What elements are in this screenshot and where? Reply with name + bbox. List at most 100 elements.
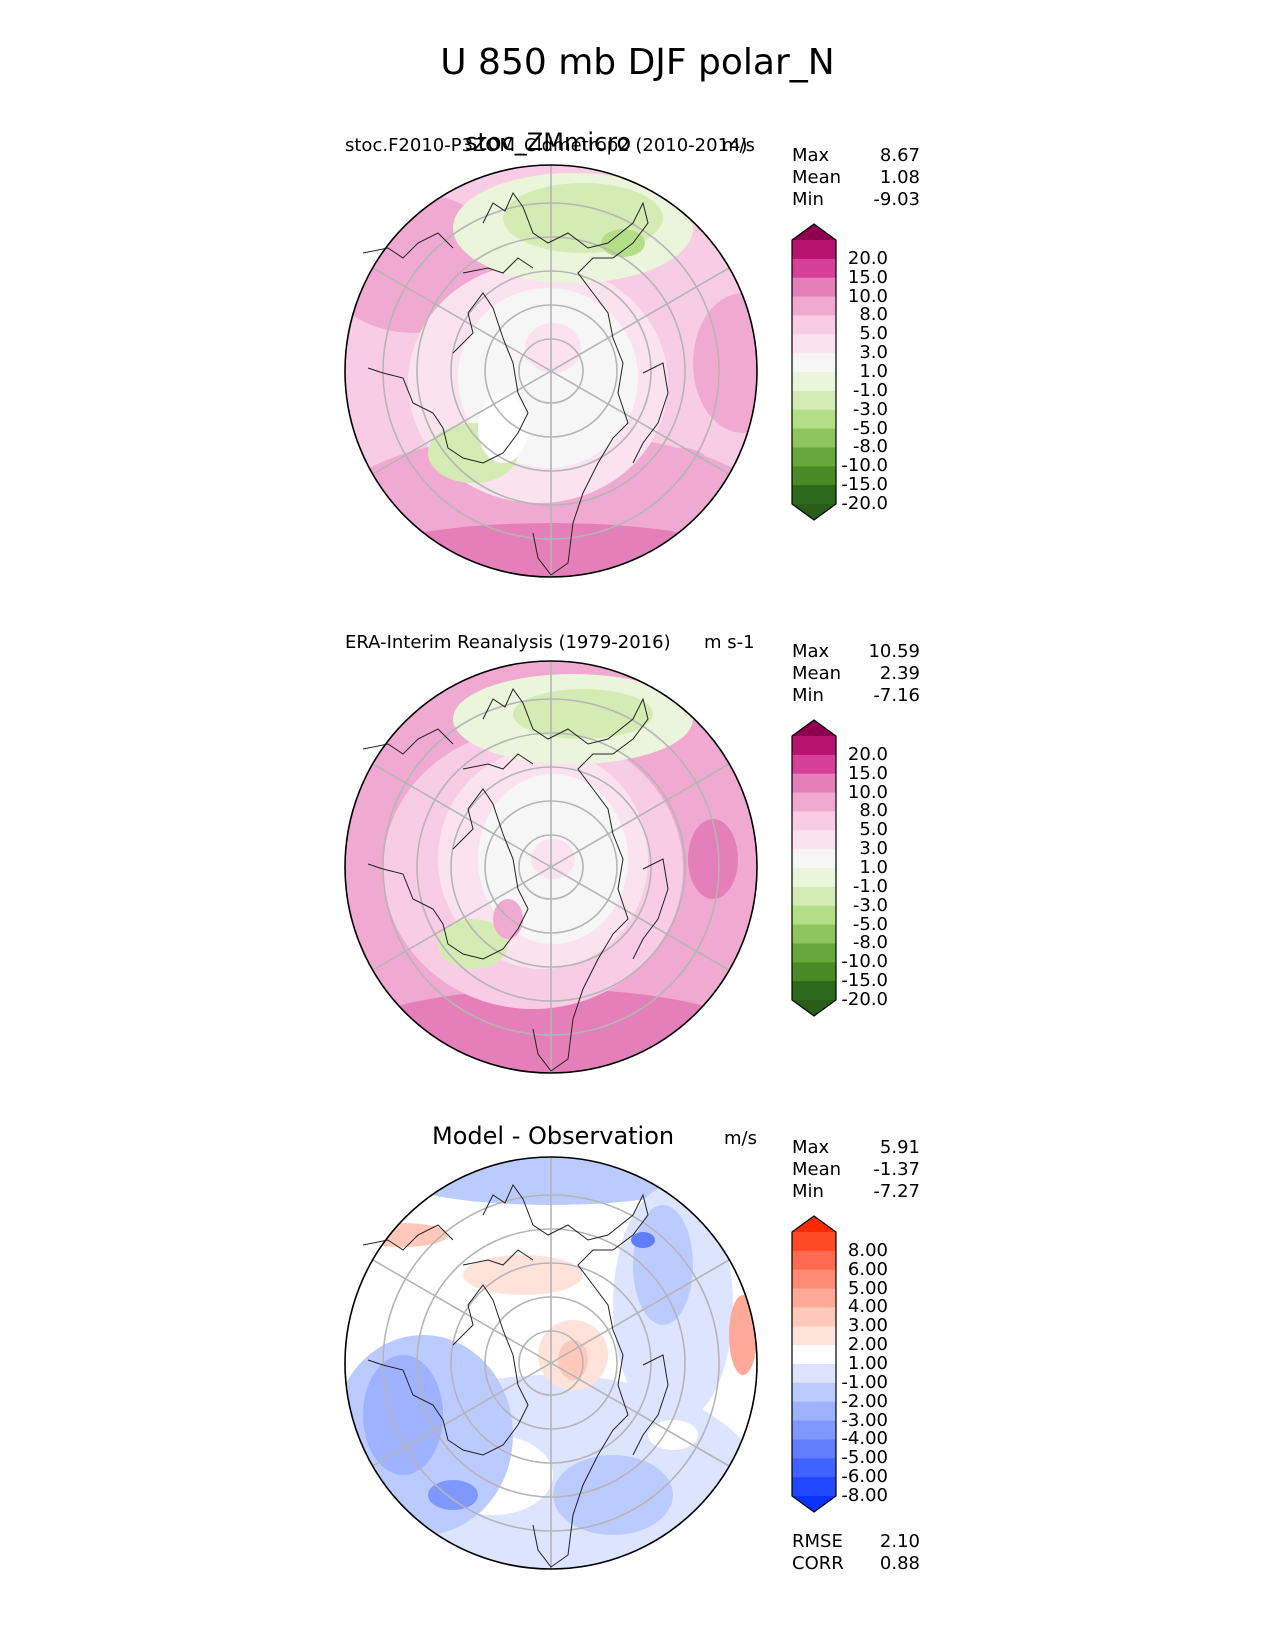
stat-value: 2.39 [879,663,920,684]
panel-2-stat-max: Max 10.59 [792,641,920,663]
panel-3-polar-map [344,1156,758,1570]
panel-1-stat-mean: Mean 1.08 [792,167,920,189]
panel-1-polar-map [344,164,758,578]
colorbar-tick-label: -6.00 [841,1466,888,1488]
colorbar-tick-label: 20.0 [847,247,888,269]
colorbar-tick-label: 4.00 [847,1296,888,1318]
stat-label: Mean [792,1159,842,1180]
colorbar-tick-label: 6.00 [847,1258,888,1280]
colorbar-tick-label: 15.0 [847,762,888,784]
colorbar-extend-bottom [792,1496,836,1512]
colorbar-tick-label: -5.0 [852,913,888,935]
colorbar-swatches [792,1216,836,1512]
colorbar-tick-label: -20.0 [841,493,888,514]
panel-1-colorbar [791,223,837,521]
colorbar-tick-label: -2.00 [841,1390,888,1412]
colorbar-tick-label: 3.0 [859,342,888,364]
panel-3-stat-rmse: RMSE 2.10 [792,1531,920,1553]
stat-value: -9.03 [873,189,920,210]
colorbar-swatch [792,792,836,812]
stat-value: -7.27 [873,1181,920,1202]
panel-2-stat-min: Min -7.16 [792,685,920,707]
stat-label: Min [792,1181,824,1202]
colorbar-tick-label: -8.0 [852,436,888,458]
colorbar-swatch [792,1401,836,1422]
colorbar-swatch [792,886,836,907]
colorbar-swatch [792,1288,836,1308]
panel-1-stat-max: Max 8.67 [792,145,920,167]
colorbar-swatch [792,315,836,335]
colorbar-tick-label: 8.0 [859,304,888,326]
graticule [372,165,730,577]
panel-3-stat-corr: CORR 0.88 [792,1553,920,1575]
colorbar-swatch [792,1458,836,1478]
colorbar-swatch [792,830,836,850]
panel-1-subtitle: stoc.F2010-P3ZOM_Cldmetrop2 (2010-2014) [345,135,748,156]
colorbar-swatch [792,773,836,794]
colorbar-extend-top [792,1216,836,1232]
colorbar-tick-label: -3.0 [852,398,888,420]
panel-2-polar-map [344,660,758,1074]
colorbar-swatches [792,720,836,1016]
colorbar-swatch [792,981,836,1001]
colorbar-swatch [792,1439,836,1459]
figure-title: U 850 mb DJF polar_N [440,42,835,83]
colorbar-swatch [792,1232,836,1252]
colorbar-tick-label: 15.0 [847,266,888,288]
colorbar-swatch [792,1250,836,1271]
colorbar-tick-label: 1.0 [859,857,888,878]
stat-value: 2.10 [879,1531,920,1552]
stat-label: Mean [792,663,842,684]
stat-label: RMSE [792,1531,843,1552]
colorbar-swatch [792,1420,836,1440]
panel-3-stat-min: Min -7.27 [792,1181,920,1203]
colorbar-swatch [792,485,836,505]
colorbar-tick-label: 10.0 [847,285,888,307]
stat-label: Mean [792,167,842,188]
panel-1-stat-min: Min -9.03 [792,189,920,211]
colorbar-tick-label: -1.00 [841,1371,888,1393]
colorbar-swatch [792,1307,836,1327]
colorbar-tick-label: 8.0 [859,800,888,822]
graticule [372,661,730,1073]
colorbar-swatch [792,811,836,831]
coastlines [362,687,669,1072]
colorbar-swatch [792,372,836,392]
colorbar-tick-label: -3.0 [852,894,888,916]
coastlines [362,1183,669,1568]
stat-value: 1.08 [879,167,920,188]
colorbar-swatch [792,1269,836,1290]
colorbar-tick-label: -20.0 [841,989,888,1010]
stat-value: 8.67 [879,145,920,166]
colorbar-tick-label: -3.00 [841,1409,888,1431]
colorbar-tick-label: -1.0 [852,379,888,401]
coastlines [362,191,669,576]
panel-3-stat-max: Max 5.91 [792,1137,920,1159]
colorbar-tick-label: 2.00 [847,1334,888,1356]
colorbar-swatch [792,962,836,982]
colorbar-tick-label: 1.0 [859,361,888,382]
colorbar-swatch [792,390,836,411]
stat-label: CORR [792,1553,844,1574]
stat-label: Max [792,145,830,166]
colorbar-swatch [792,258,836,279]
colorbar-swatch [792,353,836,373]
colorbar-swatch [792,1345,836,1365]
colorbar-swatch [792,736,836,756]
colorbar-tick-label: -5.0 [852,417,888,439]
colorbar-swatch [792,240,836,260]
colorbar-tick-label: 5.0 [859,323,888,345]
colorbar-tick-label: -15.0 [841,474,888,496]
colorbar-swatch [792,466,836,486]
colorbar-swatch [792,296,836,316]
panel-3-title: Model - Observation [432,1122,675,1150]
colorbar-tick-label: 1.00 [847,1353,888,1374]
colorbar-swatch [792,1382,836,1403]
colorbar-tick-label: -10.0 [841,951,888,973]
stat-value: 5.91 [879,1137,920,1158]
panel-2-stat-mean: Mean 2.39 [792,663,920,685]
stat-value: 10.59 [868,641,920,662]
colorbar-tick-label: -15.0 [841,970,888,992]
colorbar-swatch [792,1477,836,1497]
colorbar-tick-label: 5.0 [859,819,888,841]
